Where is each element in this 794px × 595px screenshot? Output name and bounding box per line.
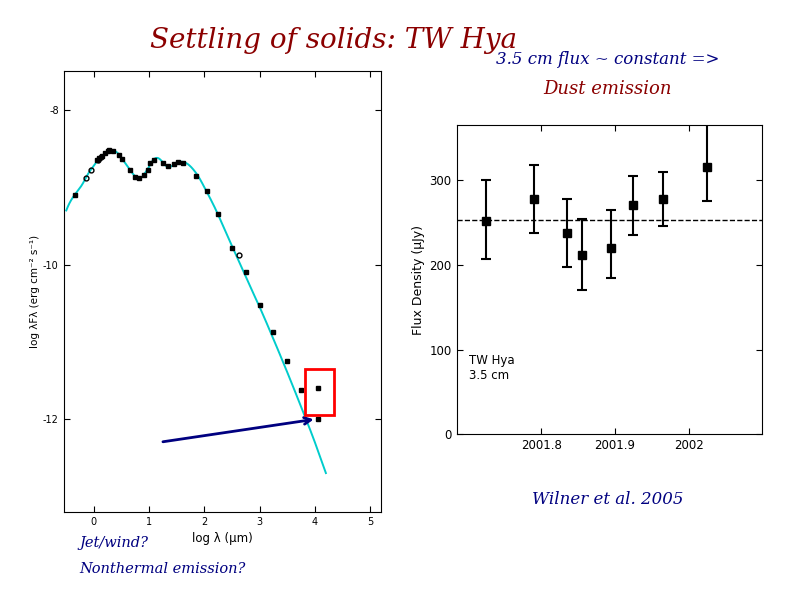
Text: Jet/wind?: Jet/wind?	[79, 536, 148, 550]
Y-axis label: log λFλ (erg cm⁻² s⁻¹): log λFλ (erg cm⁻² s⁻¹)	[30, 235, 40, 348]
Y-axis label: Flux Density (μJy): Flux Density (μJy)	[412, 225, 426, 334]
Text: TW Hya
3.5 cm: TW Hya 3.5 cm	[468, 354, 515, 382]
Text: Dust emission: Dust emission	[543, 80, 672, 98]
Bar	[305, 369, 333, 415]
Text: Nonthermal emission?: Nonthermal emission?	[79, 562, 246, 577]
Text: Wilner et al. 2005: Wilner et al. 2005	[532, 491, 683, 508]
Text: Settling of solids: TW Hya: Settling of solids: TW Hya	[150, 27, 517, 54]
X-axis label: log λ (μm): log λ (μm)	[192, 532, 252, 545]
Text: 3.5 cm flux ~ constant =>: 3.5 cm flux ~ constant =>	[495, 51, 719, 68]
